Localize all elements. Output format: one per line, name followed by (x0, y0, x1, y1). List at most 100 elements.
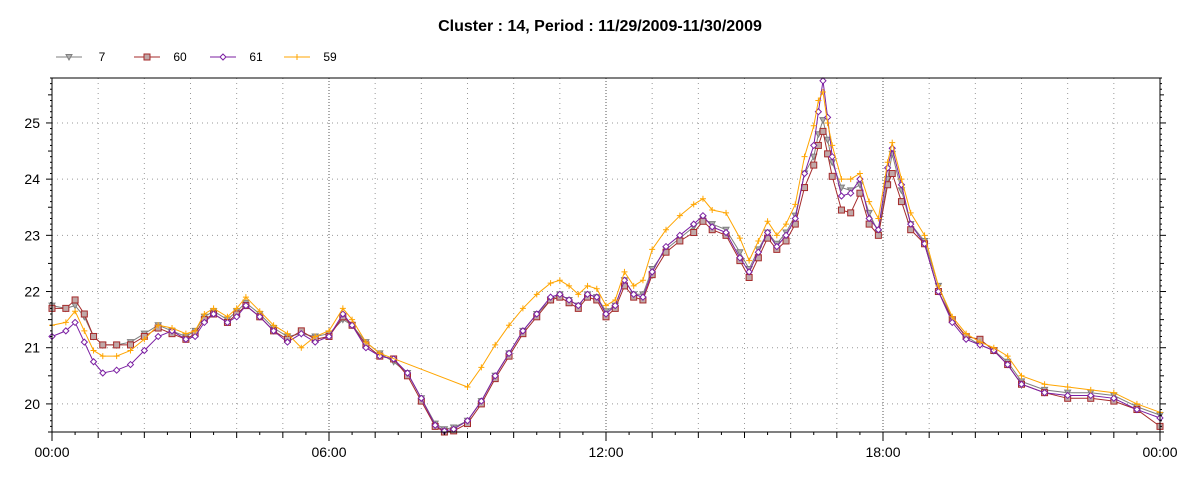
data-point (566, 282, 573, 289)
data-point (773, 232, 780, 239)
data-point (584, 282, 591, 289)
grid (52, 78, 1160, 432)
data-point (533, 310, 541, 318)
data-point (270, 322, 277, 329)
data-point (838, 176, 845, 183)
data-point (865, 214, 873, 223)
data-point (294, 54, 300, 60)
data-point (736, 249, 744, 257)
data-point (182, 330, 189, 337)
data-point (417, 394, 426, 402)
data-point (856, 189, 864, 197)
data-point (1040, 388, 1049, 397)
data-point (801, 153, 808, 160)
series-59 (49, 89, 1163, 416)
data-point (621, 268, 628, 275)
tick-label-x: 06:00 (311, 444, 346, 460)
data-point (690, 201, 697, 208)
data-point (519, 327, 527, 335)
data-point (690, 220, 698, 228)
data-point (1087, 391, 1095, 400)
data-point (676, 212, 683, 219)
data-point (875, 215, 882, 222)
data-point (948, 318, 956, 327)
data-point (846, 189, 855, 197)
data-point (191, 332, 199, 341)
data-point (556, 277, 563, 284)
data-point (491, 372, 499, 380)
data-point (256, 308, 263, 315)
legend-label: 59 (323, 50, 337, 64)
data-point (575, 291, 582, 298)
data-point (847, 209, 855, 217)
data-point (810, 161, 818, 169)
data-point (649, 246, 656, 253)
data-point (71, 318, 79, 327)
tick-label-x: 00:00 (34, 444, 69, 460)
data-point (593, 285, 600, 292)
data-point (663, 226, 670, 233)
data-point (546, 293, 555, 301)
data-point (210, 305, 217, 312)
data-point (556, 290, 564, 299)
data-point (223, 318, 232, 327)
data-point (209, 310, 218, 318)
data-point (837, 192, 846, 200)
data-point (80, 338, 89, 346)
data-point (403, 369, 412, 377)
data-point (182, 335, 190, 343)
data-point (99, 353, 106, 360)
data-point (233, 305, 240, 312)
data-point (897, 198, 905, 206)
data-point (791, 214, 799, 223)
data-point (154, 332, 162, 341)
data-point (81, 327, 88, 334)
data-point (113, 353, 120, 360)
data-point (348, 321, 356, 329)
tick-label-y: 22 (24, 284, 40, 300)
data-point (603, 302, 609, 309)
data-point (990, 344, 997, 351)
data-point (169, 325, 176, 332)
tick-label-x: 12:00 (588, 444, 623, 460)
data-point (1087, 386, 1094, 393)
data-point (639, 293, 647, 301)
data-point (829, 142, 836, 149)
data-point (1004, 353, 1011, 360)
data-point (1064, 384, 1071, 391)
data-point (800, 169, 809, 178)
data-point (311, 338, 319, 346)
data-point (828, 172, 836, 180)
data-point (935, 282, 942, 289)
data-point (113, 341, 121, 349)
data-point (242, 301, 250, 310)
data-point (819, 77, 827, 85)
data-point (690, 229, 698, 237)
data-point (866, 198, 873, 205)
data-point (339, 305, 346, 312)
data-point (773, 242, 781, 251)
data-point (648, 268, 656, 276)
data-point (699, 195, 706, 202)
data-point (976, 339, 983, 346)
data-point (62, 304, 70, 312)
data-point (362, 344, 370, 352)
data-point (639, 277, 646, 284)
data-point (547, 280, 554, 287)
data-point (505, 349, 513, 358)
data-point (723, 209, 730, 216)
legend-item-59: 59 (284, 50, 337, 64)
data-point (708, 223, 716, 231)
data-point (478, 364, 485, 371)
data-point (242, 294, 249, 301)
data-point (837, 206, 845, 214)
data-point (464, 384, 471, 391)
data-point (62, 327, 70, 335)
tick-label-y: 20 (24, 396, 40, 412)
data-point (72, 308, 79, 315)
data-point (810, 141, 818, 150)
data-point (754, 248, 763, 256)
data-point (126, 360, 135, 369)
series-line-7 (51, 118, 1161, 430)
data-point (362, 339, 369, 346)
